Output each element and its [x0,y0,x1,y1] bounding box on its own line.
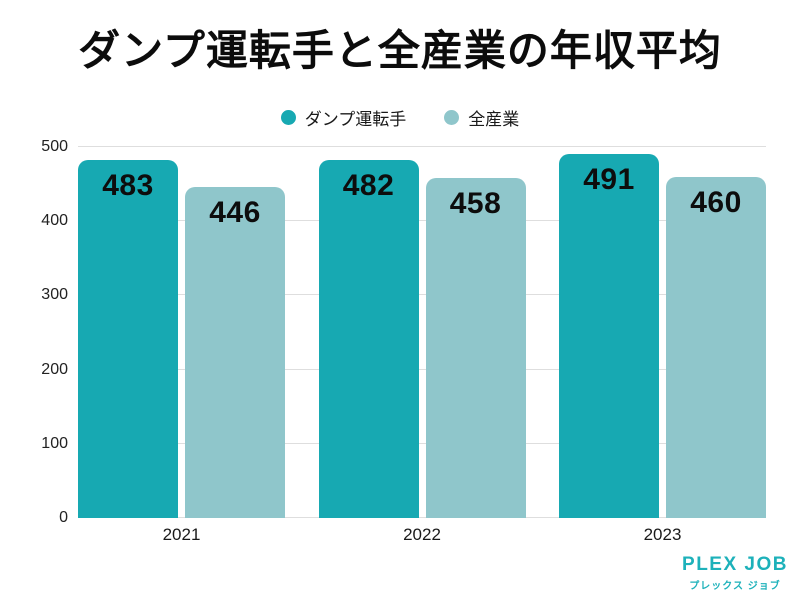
y-tick-label-300: 300 [41,286,68,304]
bar-value-label: 460 [690,185,742,219]
bar-value-label: 482 [342,169,395,203]
y-tick-label-0: 0 [59,509,68,526]
bar-groups: 483 446 2021 482 458 2022 491 460 2023 [78,147,766,544]
gridline-0 [78,517,766,518]
y-tick-label-500: 500 [41,138,68,155]
gridline-100 [78,442,766,444]
bar-group-2023: 491 460 2023 [559,147,766,544]
gridline-500 [78,146,766,147]
bar-series1-2021: 446 [185,187,285,518]
bar-group-2022: 482 458 2022 [318,147,526,544]
bar-series1-2022: 458 [425,178,526,518]
bar-series1-2023: 460 [666,176,766,518]
logo-text: PLEX JOB [682,554,788,575]
bar-series0-2023: 491 [559,153,659,518]
bar-series0-2022: 482 [318,160,419,518]
plot-area: 483 446 2021 482 458 2022 491 460 2023 0 100 200 30… [41,138,766,544]
bar-series0-2021: 483 [78,159,178,518]
legend-dot-all-industries-icon [444,110,460,125]
bar-value-label: 483 [102,168,154,202]
legend-label-dump-driver: ダンプ運転手 [304,110,407,129]
chart-title: ダンプ運転手と全産業の年収平均 [78,27,722,74]
bar-value-label: 491 [583,162,635,196]
gridline-300 [78,294,766,296]
legend: ダンプ運転手 全産業 [0,105,800,130]
x-tick-label-2022: 2022 [403,525,441,544]
bar-value-label: 458 [449,187,502,221]
logo-subtitle: プレックス ジョブ [689,581,781,592]
legend-label-all-industries: 全産業 [468,110,520,129]
legend-item-dump-driver: ダンプ運転手 [280,105,407,130]
x-tick-label-2023: 2023 [643,525,682,544]
y-tick-label-100: 100 [41,434,68,452]
bar-group-2021: 483 446 2021 [78,147,285,544]
y-tick-label-200: 200 [41,360,68,378]
legend-dot-dump-driver-icon [280,110,296,125]
bar-value-label: 446 [209,196,261,230]
plex-job-logo: PLEX JOB プレックス ジョブ [682,554,788,592]
legend-item-all-industries: 全産業 [444,105,519,130]
y-tick-label-400: 400 [41,212,68,230]
x-tick-label-2021: 2021 [162,525,201,544]
gridline-200 [78,368,766,370]
gridline-400 [78,220,766,222]
